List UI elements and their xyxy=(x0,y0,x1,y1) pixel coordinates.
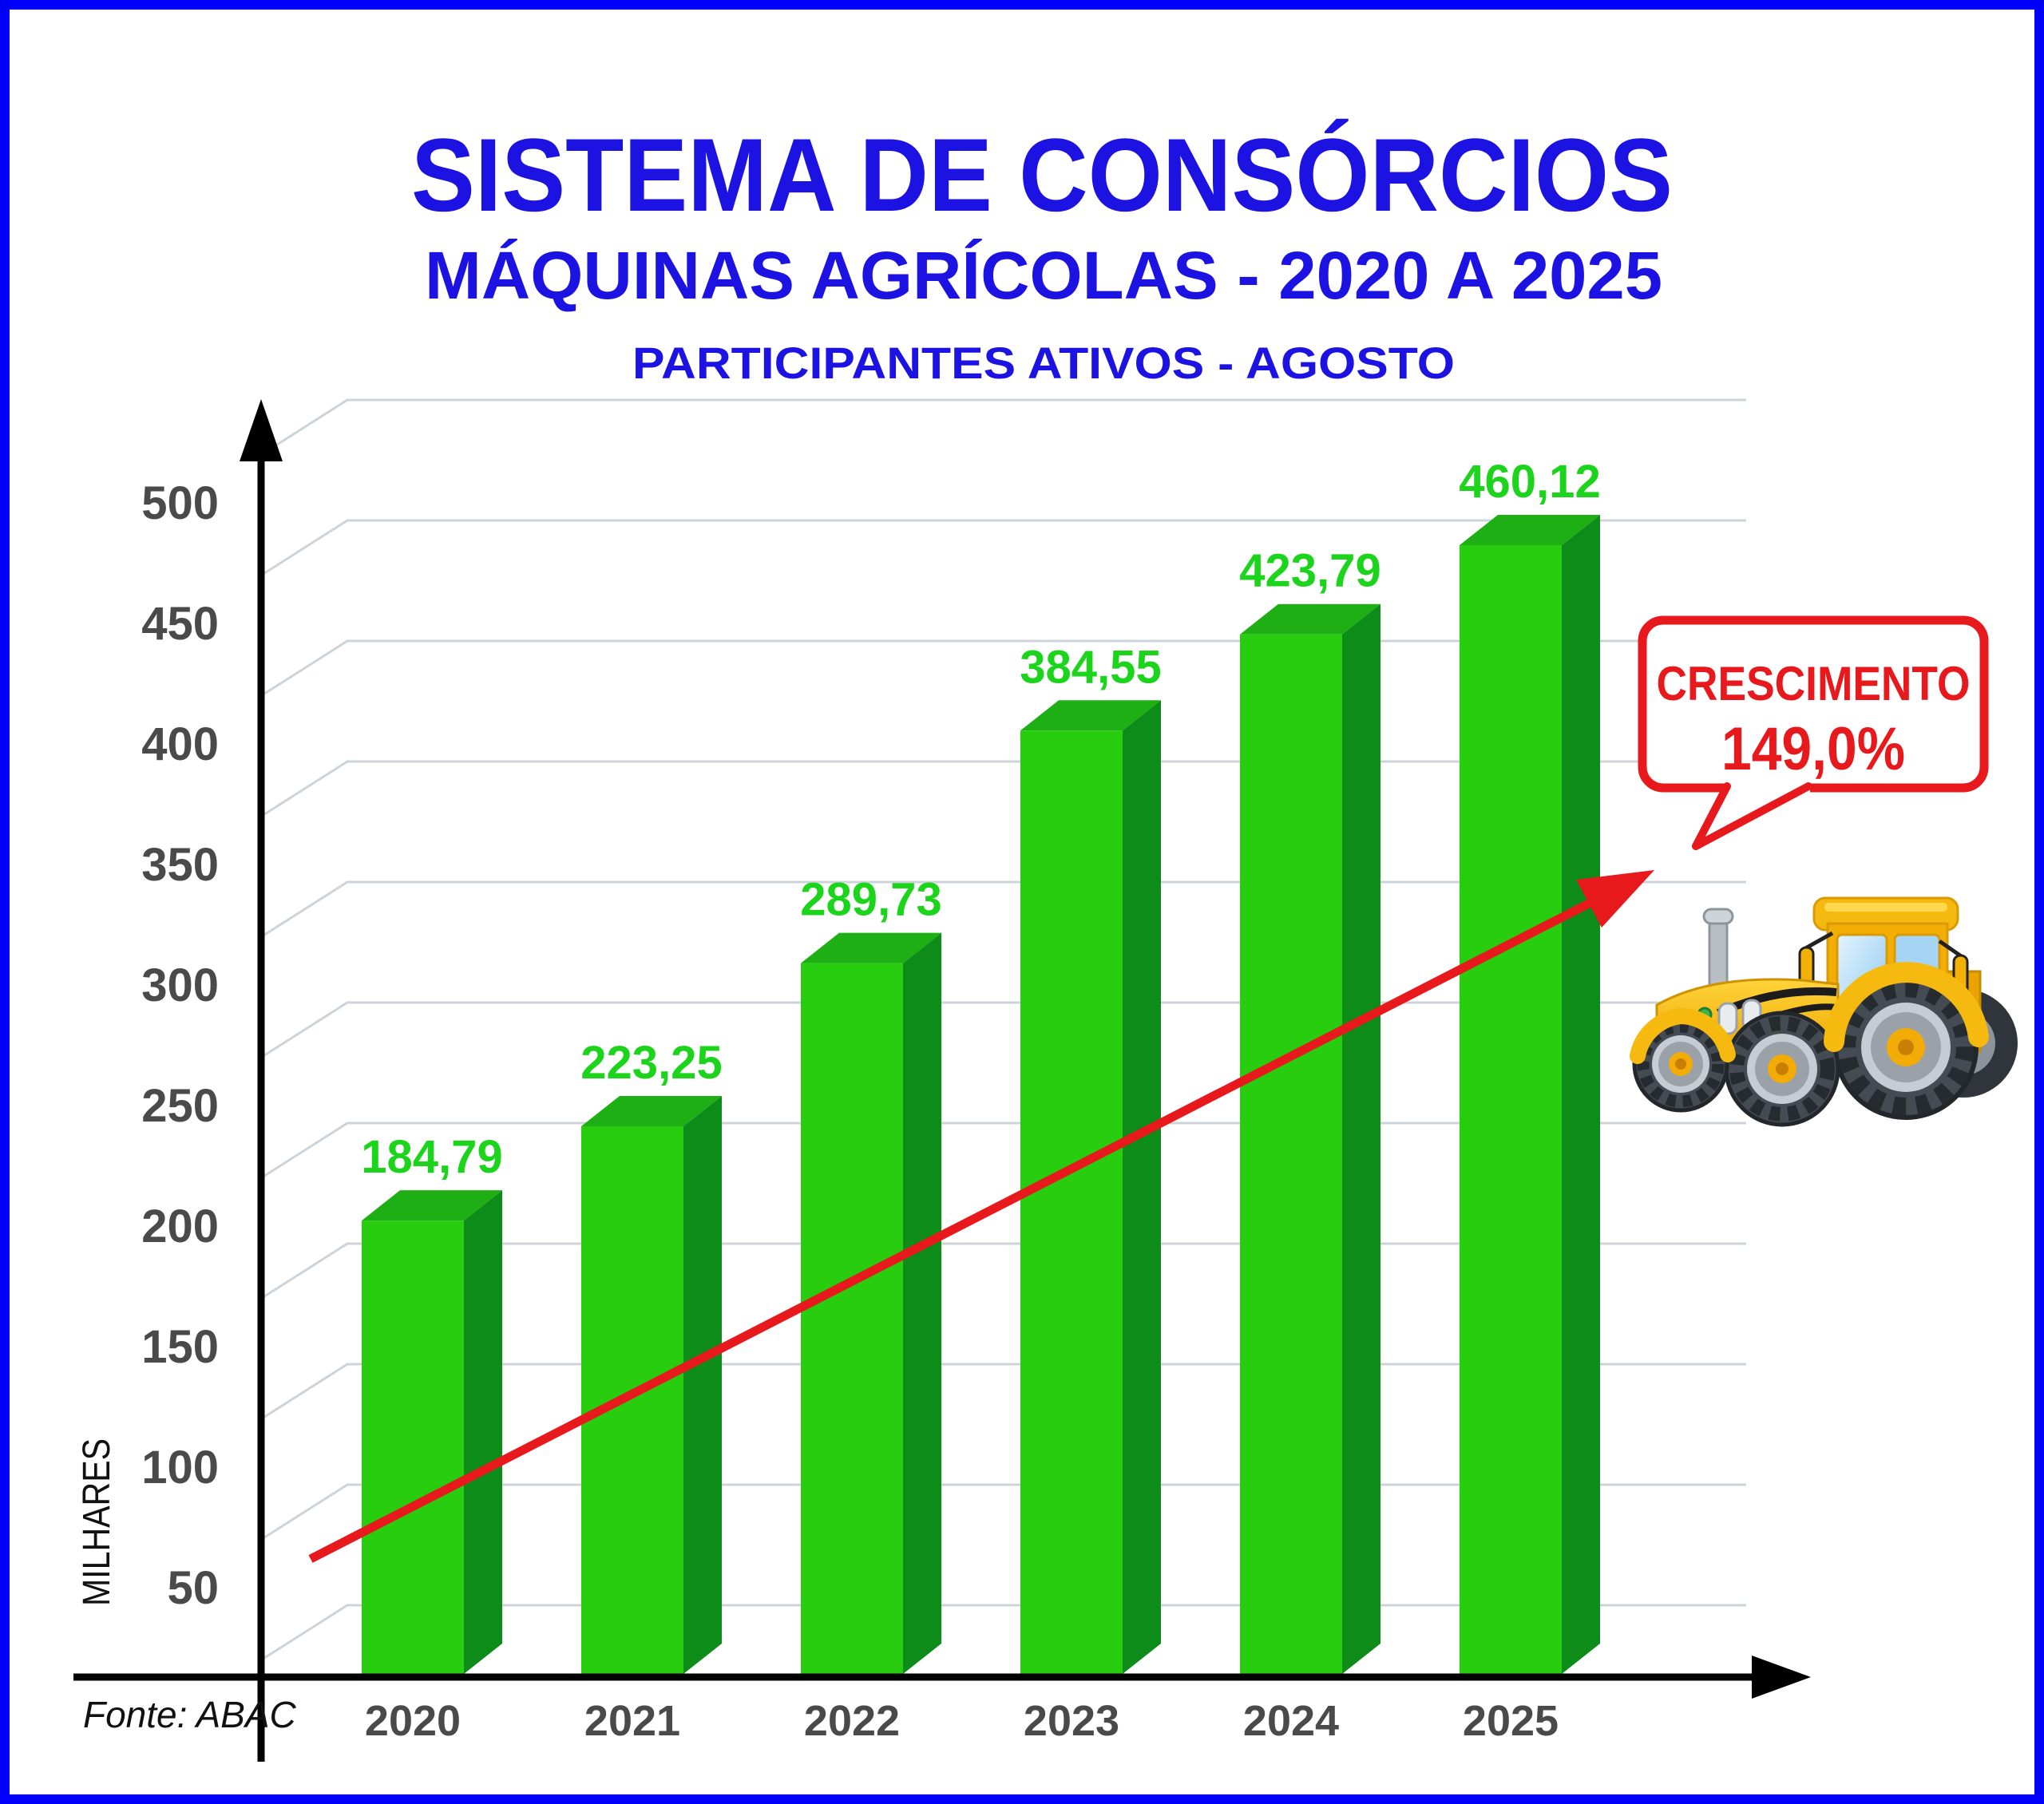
bar-value-2024: 423,79 xyxy=(1239,545,1380,597)
callout-title: CRESCIMENTO xyxy=(1657,657,1971,710)
bar-top-face xyxy=(1460,515,1600,546)
gridline-550 xyxy=(259,398,1746,457)
ytick-100: 100 xyxy=(141,1442,219,1493)
bar-front-face xyxy=(362,1220,464,1674)
ytick-450: 450 xyxy=(141,598,219,650)
bar-2023 xyxy=(1020,700,1161,1674)
bar-side-face xyxy=(464,1190,502,1674)
page-title: SISTEMA DE CONSÓRCIOS xyxy=(411,117,1673,233)
ytick-150: 150 xyxy=(141,1321,219,1373)
x-axis-labels: 2020 2021 2022 2023 2024 2025 xyxy=(365,1697,1559,1745)
ytick-300: 300 xyxy=(141,959,219,1011)
bar-top-face xyxy=(801,932,941,963)
y-axis-arrowhead-icon xyxy=(240,399,283,461)
y-axis-ticks: 500 450 400 350 300 250 200 150 100 50 xyxy=(141,477,219,1614)
bar-2022 xyxy=(801,932,941,1674)
bar-front-face xyxy=(801,963,903,1674)
tractor-front-wheel-icon xyxy=(1632,1015,1729,1113)
xlabel-2021: 2021 xyxy=(584,1697,680,1745)
y-axis-title: MILHARES xyxy=(76,1438,118,1606)
bar-2021 xyxy=(581,1095,722,1674)
trend-arrow xyxy=(308,870,1654,1563)
tractor-icon xyxy=(1630,896,2018,1127)
callout-tail-edge xyxy=(1692,782,1731,850)
ytick-350: 350 xyxy=(141,839,219,891)
bar-value-2023: 384,55 xyxy=(1020,641,1161,693)
bar-side-face xyxy=(903,932,941,1674)
chart-canvas: SISTEMA DE CONSÓRCIOS MÁQUINAS AGRÍCOLAS… xyxy=(73,117,2018,1762)
ytick-500: 500 xyxy=(141,477,219,529)
bar-side-face xyxy=(683,1095,722,1674)
bar-top-face xyxy=(581,1095,722,1126)
tractor-rear-wheel-icon xyxy=(1833,975,1979,1120)
page-subtitle2: PARTICIPANTES ATIVOS - AGOSTO xyxy=(632,338,1455,388)
bar-2024 xyxy=(1240,603,1380,1674)
callout-box xyxy=(1638,615,1989,793)
xlabel-2023: 2023 xyxy=(1024,1697,1119,1745)
ytick-250: 250 xyxy=(141,1080,219,1132)
bar-front-face xyxy=(1460,545,1562,1674)
bar-side-face xyxy=(1123,700,1161,1674)
bar-value-labels: 184,79 223,25 289,73 384,55 423,79 460,1… xyxy=(361,456,1600,1183)
trend-line xyxy=(308,888,1614,1563)
source-label: Fonte: ABAC xyxy=(83,1694,297,1735)
bar-2025 xyxy=(1460,515,1600,1674)
bar-front-face xyxy=(1240,634,1342,1674)
bar-2020 xyxy=(362,1190,502,1674)
ytick-400: 400 xyxy=(141,718,219,770)
ytick-200: 200 xyxy=(141,1201,219,1252)
page-subtitle: MÁQUINAS AGRÍCOLAS - 2020 A 2025 xyxy=(425,238,1662,313)
callout-tail-edge xyxy=(1692,782,1812,850)
trend-arrowhead-icon xyxy=(1576,870,1654,928)
xlabel-2020: 2020 xyxy=(365,1697,461,1745)
bar-value-2022: 289,73 xyxy=(800,874,941,926)
bar-side-face xyxy=(1342,603,1380,1674)
xlabel-2024: 2024 xyxy=(1243,1697,1339,1745)
bar-front-face xyxy=(1020,730,1123,1674)
bar-top-face xyxy=(1020,700,1161,731)
bar-value-2020: 184,79 xyxy=(361,1131,502,1183)
gridline-500 xyxy=(259,519,1746,578)
bar-top-face xyxy=(362,1190,502,1221)
growth-callout: CRESCIMENTO 149,0% xyxy=(1638,615,1989,850)
xlabel-2025: 2025 xyxy=(1463,1697,1559,1745)
ytick-50: 50 xyxy=(167,1562,219,1614)
bar-top-face xyxy=(1240,603,1380,635)
bar-side-face xyxy=(1562,515,1600,1674)
bar-value-2025: 460,12 xyxy=(1459,456,1600,508)
bar-front-face xyxy=(581,1126,683,1674)
bar-series xyxy=(362,515,1600,1674)
xlabel-2022: 2022 xyxy=(804,1697,900,1745)
x-axis-arrowhead-icon xyxy=(1752,1656,1811,1699)
bar-value-2021: 223,25 xyxy=(580,1037,722,1089)
tractor-middle-wheel-icon xyxy=(1724,1011,1840,1127)
callout-value: 149,0% xyxy=(1721,715,1905,783)
axes xyxy=(73,399,1811,1762)
